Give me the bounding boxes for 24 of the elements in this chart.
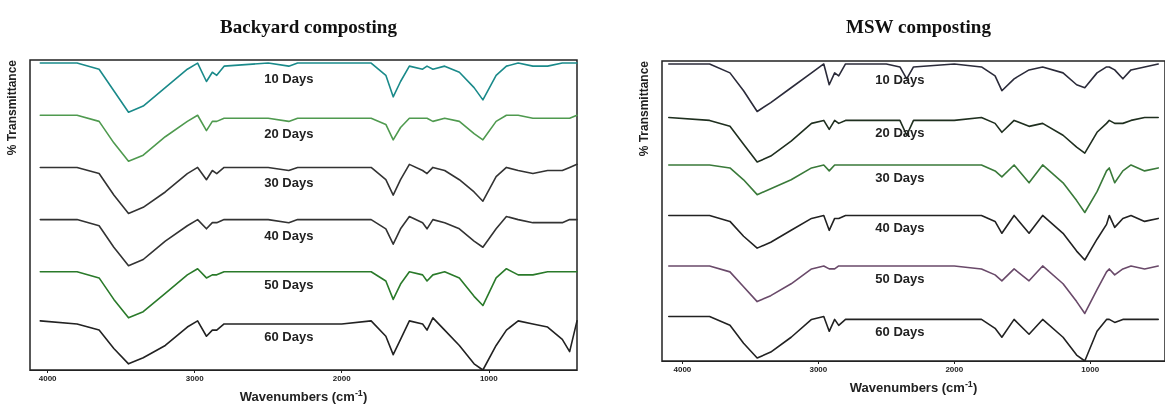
x-tick-label: 3000 (809, 364, 828, 374)
series-label: 10 Days (264, 71, 314, 87)
series-label: 20 Days (264, 126, 314, 142)
series-label: 30 Days (264, 175, 314, 191)
x-tick-label: 4000 (673, 364, 692, 374)
y-axis-title: % Transmittance (637, 60, 651, 157)
series-label: 60 Days (875, 324, 925, 340)
chart-title: MSW composting (846, 16, 992, 37)
series-label: 60 Days (264, 328, 314, 344)
x-tick-label: 2000 (945, 364, 964, 374)
x-tick-label: 3000 (185, 373, 205, 383)
x-tick-label: 1000 (479, 373, 499, 383)
series-label: 10 Days (875, 71, 925, 87)
x-tick-label: 2000 (332, 373, 352, 383)
x-tick-label: 4000 (38, 373, 58, 383)
y-axis-title: % Transmittance (5, 59, 19, 156)
x-tick-label: 1000 (1081, 364, 1100, 374)
series-label: 40 Days (875, 220, 925, 236)
series-label: 50 Days (264, 276, 314, 292)
series-label: 30 Days (875, 169, 925, 185)
chart-title: Backyard composting (220, 16, 398, 37)
series-label: 40 Days (264, 227, 314, 243)
series-label: 20 Days (875, 125, 925, 141)
series-label: 50 Days (875, 270, 925, 286)
